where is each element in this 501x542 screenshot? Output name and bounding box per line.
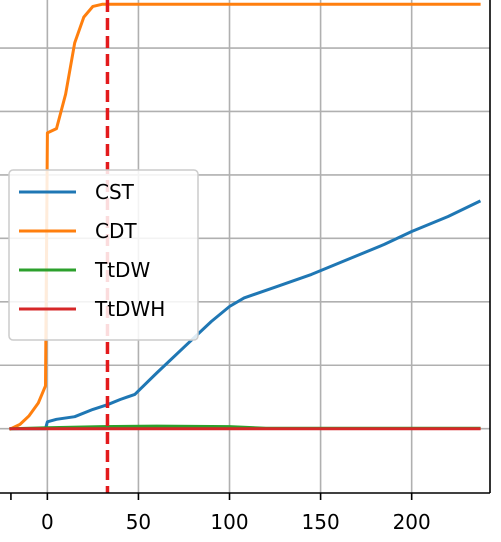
x-tick-label: 0 <box>41 510 54 534</box>
axes <box>0 0 491 494</box>
x-tick-label: 200 <box>393 510 431 534</box>
x-tick-label: 50 <box>126 510 151 534</box>
series-lines <box>8 2 482 431</box>
x-tick-label: 100 <box>210 510 248 534</box>
legend-label-ttdw: TtDW <box>94 258 150 282</box>
series-line-cdt <box>8 2 481 431</box>
x-ticks: 0 50 100 150 200 <box>10 493 431 534</box>
legend-label-cdt: CDT <box>95 219 137 243</box>
legend-box <box>8 169 199 341</box>
x-tick-label: 150 <box>302 510 340 534</box>
legend: CST CDT TtDW TtDWH <box>8 169 199 341</box>
legend-label-cst: CST <box>95 180 135 204</box>
legend-label-ttdwh: TtDWH <box>94 297 165 321</box>
series-line-cst <box>9 199 482 431</box>
